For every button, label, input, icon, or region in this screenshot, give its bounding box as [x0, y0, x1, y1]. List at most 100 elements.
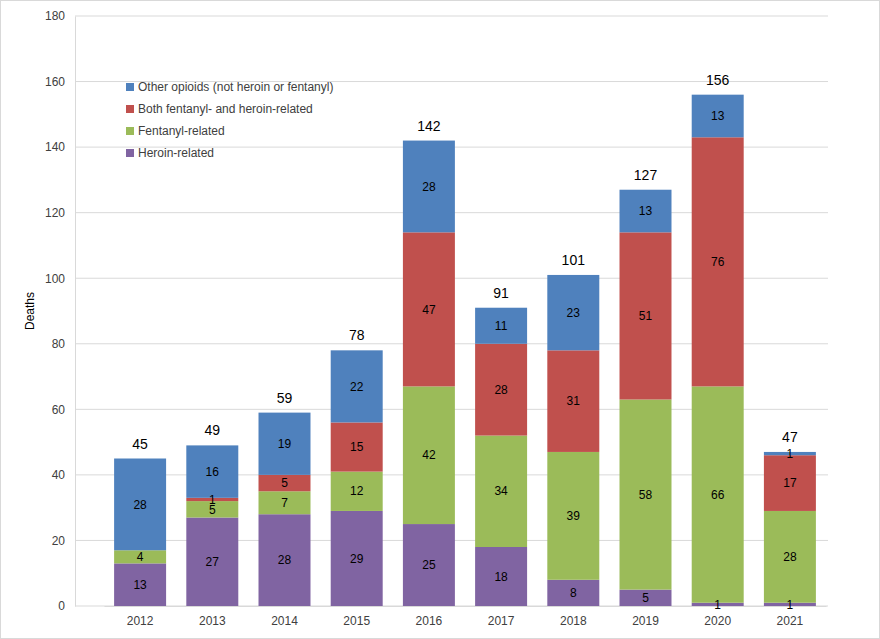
- bar-segment: [331, 422, 383, 471]
- legend-label: Fentanyl-related: [138, 124, 225, 138]
- x-tick-label: 2020: [704, 614, 731, 628]
- bar-segment: [620, 590, 672, 606]
- legend-swatch: [126, 105, 134, 113]
- data-label: 28: [422, 180, 436, 194]
- data-label: 1: [209, 493, 216, 507]
- data-label: 11: [495, 319, 508, 333]
- bar-segment: [475, 436, 527, 547]
- y-tick-label: 20: [52, 534, 66, 548]
- bar-segment: [764, 455, 816, 511]
- data-label: 1: [714, 598, 721, 612]
- x-tick-label: 2019: [632, 614, 659, 628]
- data-label: 47: [422, 303, 436, 317]
- x-tick-label: 2015: [343, 614, 370, 628]
- data-label: 28: [278, 553, 292, 567]
- bar-segment: [547, 452, 599, 580]
- data-label: 29: [350, 552, 364, 566]
- x-tick: 2014: [271, 606, 298, 628]
- data-label: 17: [783, 476, 797, 490]
- data-label: 25: [422, 558, 436, 572]
- data-label: 15: [350, 440, 364, 454]
- chart-border: [1, 1, 880, 639]
- data-label: 28: [783, 550, 797, 564]
- data-label: 23: [567, 306, 581, 320]
- data-label: 28: [133, 498, 147, 512]
- bar-segment: [547, 275, 599, 350]
- y-tick-label: 60: [52, 403, 66, 417]
- y-tick: 40: [52, 468, 75, 482]
- y-tick: 20: [52, 534, 75, 548]
- bar-segment: [403, 524, 455, 606]
- data-label: 16: [206, 465, 220, 479]
- y-tick: 0: [58, 599, 75, 613]
- x-tick: 2018: [560, 606, 587, 628]
- x-tick: 2016: [416, 606, 443, 628]
- legend-swatch: [126, 149, 134, 157]
- data-label: 18: [494, 570, 508, 584]
- bar-segment: [114, 459, 166, 551]
- y-tick: 140: [45, 140, 75, 154]
- bar-segment: [475, 344, 527, 436]
- bar-segment: [547, 350, 599, 452]
- x-tick: 2017: [488, 606, 515, 628]
- x-tick: 2012: [127, 606, 154, 628]
- bar-segment: [764, 511, 816, 603]
- y-tick: 120: [45, 206, 75, 220]
- bar-segment: [403, 141, 455, 233]
- chart: 020406080100120140160180Deaths2012201320…: [0, 0, 880, 639]
- data-label: 4: [137, 550, 144, 564]
- data-label: 22: [350, 380, 364, 394]
- total-label: 45: [132, 436, 148, 452]
- bar-segment: [620, 400, 672, 590]
- y-tick-label: 120: [45, 206, 65, 220]
- bar-segment: [547, 580, 599, 606]
- bar-segment: [114, 563, 166, 606]
- total-label: 47: [782, 429, 798, 445]
- legend-swatch: [126, 83, 134, 91]
- data-label: 34: [494, 484, 508, 498]
- y-tick: 100: [45, 272, 75, 286]
- x-tick: 2019: [632, 606, 659, 628]
- x-tick-label: 2013: [199, 614, 226, 628]
- total-label: 78: [349, 327, 365, 343]
- y-tick: 180: [45, 9, 75, 23]
- data-label: 31: [567, 394, 581, 408]
- bar-segment: [186, 445, 238, 497]
- bar-segment: [475, 308, 527, 344]
- y-axis-title: Deaths: [23, 292, 37, 330]
- grid: [75, 16, 828, 606]
- x-tick-label: 2017: [488, 614, 515, 628]
- legend-label: Other opioids (not heroin or fentanyl): [138, 80, 333, 94]
- bar-segment: [692, 137, 744, 386]
- data-label: 13: [711, 109, 725, 123]
- y-tick: 60: [52, 403, 75, 417]
- x-tick-label: 2014: [271, 614, 298, 628]
- legend-label: Both fentanyl- and heroin-related: [138, 102, 313, 116]
- bar-segment: [331, 350, 383, 422]
- y-tick-label: 180: [45, 9, 65, 23]
- total-label: 142: [417, 118, 441, 134]
- bar-segment: [403, 232, 455, 386]
- total-label: 91: [493, 285, 509, 301]
- bars: [114, 95, 816, 606]
- y-tick-label: 160: [45, 75, 65, 89]
- data-label: 12: [350, 484, 364, 498]
- grid-line: [75, 16, 828, 17]
- x-tick-label: 2012: [127, 614, 154, 628]
- bar-segment: [692, 95, 744, 138]
- data-label: 5: [281, 476, 288, 490]
- x-tick-label: 2018: [560, 614, 587, 628]
- y-tick-label: 140: [45, 140, 65, 154]
- x-tick-label: 2021: [777, 614, 804, 628]
- data-label: 27: [206, 555, 220, 569]
- data-label: 51: [639, 309, 653, 323]
- data-label: 58: [639, 488, 653, 502]
- bar-segment: [620, 232, 672, 399]
- data-labels: 1327282925188511457124234395866281515472…: [132, 72, 798, 612]
- y-tick: 160: [45, 75, 75, 89]
- legend-label: Heroin-related: [138, 146, 214, 160]
- bar-segment: [620, 190, 672, 233]
- x-tick: 2013: [199, 606, 226, 628]
- data-label: 8: [570, 586, 577, 600]
- data-label: 1: [787, 447, 794, 461]
